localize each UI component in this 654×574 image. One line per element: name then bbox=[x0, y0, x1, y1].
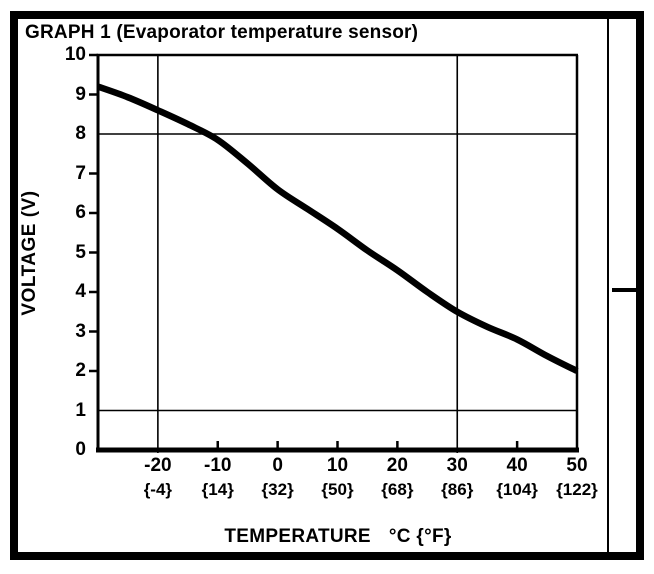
y-tick-label: 2 bbox=[75, 360, 86, 381]
y-tick-label: 5 bbox=[75, 241, 86, 263]
x-tick-label-fahrenheit: {104} bbox=[496, 480, 538, 499]
x-tick-label-celsius: 10 bbox=[326, 455, 349, 476]
y-tick-label: 3 bbox=[75, 320, 86, 342]
y-tick-label: 1 bbox=[75, 399, 86, 421]
x-tick-label-fahrenheit: {-4} bbox=[143, 480, 173, 499]
y-tick-label: 7 bbox=[75, 162, 86, 184]
y-tick-label: 4 bbox=[75, 281, 86, 302]
x-tick-label-celsius: 0 bbox=[272, 455, 283, 476]
x-tick-label-fahrenheit: {86} bbox=[441, 480, 474, 499]
x-tick-label-fahrenheit: {32} bbox=[261, 480, 294, 499]
sensor-voltage-curve bbox=[96, 83, 579, 374]
page-margin-dash bbox=[612, 288, 638, 292]
x-axis-units: °C {°F} bbox=[388, 526, 452, 547]
y-tick-label: 0 bbox=[75, 439, 86, 460]
outer-border-frame bbox=[10, 11, 644, 560]
y-tick-label: 9 bbox=[75, 83, 86, 105]
x-tick-label-fahrenheit: {14} bbox=[201, 480, 234, 499]
y-tick-label: 6 bbox=[75, 202, 86, 223]
x-tick-label-fahrenheit: {68} bbox=[381, 480, 414, 499]
y-tick-label: 8 bbox=[75, 123, 86, 144]
y-tick-label: 10 bbox=[64, 44, 86, 65]
x-axis-title: TEMPERATURE °C {°F} bbox=[98, 526, 578, 548]
x-tick-label-fahrenheit: {50} bbox=[321, 480, 354, 499]
x-tick-label-celsius: 30 bbox=[446, 455, 468, 476]
x-tick-label-celsius: -20 bbox=[144, 455, 172, 476]
chart-title: GRAPH 1 (Evaporator temperature sensor) bbox=[25, 22, 419, 43]
x-tick-label-celsius: 50 bbox=[566, 455, 588, 476]
x-tick-label-celsius: 20 bbox=[386, 455, 408, 476]
x-tick-label-celsius: 40 bbox=[506, 455, 528, 476]
x-tick-label-celsius: -10 bbox=[204, 455, 232, 476]
x-axis-title-text: TEMPERATURE bbox=[224, 526, 371, 547]
page-edge-line bbox=[607, 19, 609, 553]
x-tick-label-fahrenheit: {122} bbox=[556, 480, 598, 499]
